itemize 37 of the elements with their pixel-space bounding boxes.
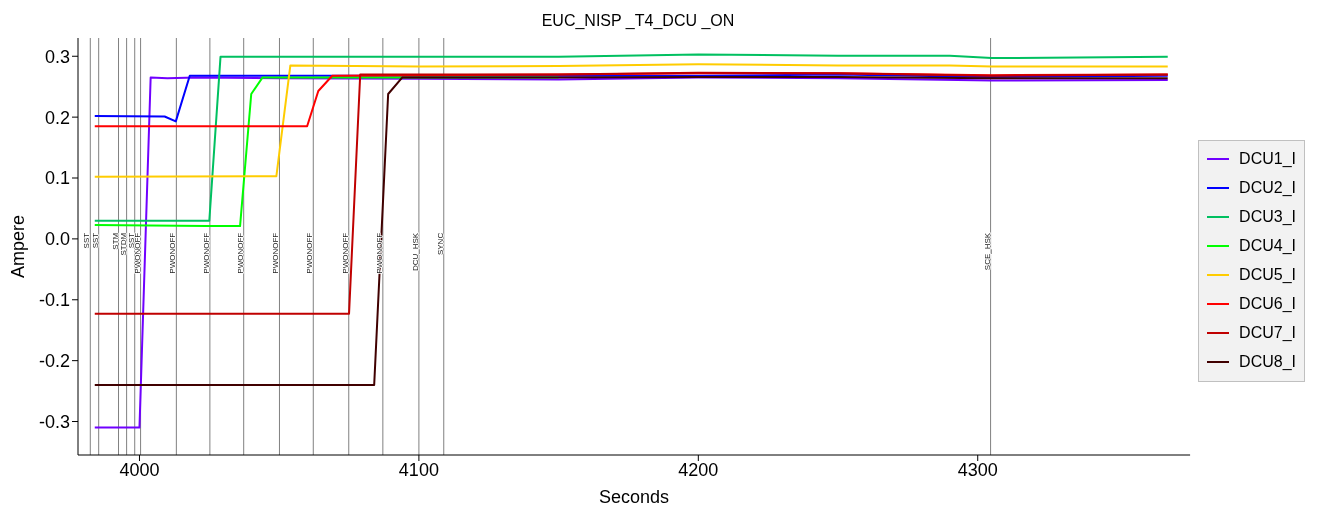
x-tick-label: 4100 — [398, 459, 439, 480]
y-tick-label: -0.2 — [38, 351, 70, 372]
legend-label: DCU5_I — [1239, 266, 1296, 284]
y-tick-label: -0.1 — [38, 290, 70, 311]
legend-label: DCU6_I — [1239, 295, 1296, 313]
ref-line-label: SYNC — [435, 232, 445, 256]
chart-title: EUC_NISP _T4_DCU _ON — [541, 12, 735, 30]
ref-line-label: PWONOFF — [305, 232, 315, 274]
y-tick-label: 0.0 — [44, 229, 70, 250]
legend-label: DCU1_I — [1239, 150, 1296, 168]
ref-line-label: SST — [82, 232, 92, 249]
ref-line-label: SST — [90, 232, 100, 249]
ref-line-label: PWONOFF — [168, 232, 178, 274]
ref-line-label: PWONOFF — [340, 232, 350, 274]
ref-line-label: SST — [126, 232, 136, 249]
ref-line-label: STM — [110, 232, 120, 250]
x-tick-label: 4200 — [678, 459, 719, 480]
ref-line-label: PWONOFF — [374, 232, 384, 274]
ref-line-label: PWONOFF — [201, 232, 211, 274]
ref-line-label: PWONOFF — [271, 232, 281, 274]
legend-label: DCU3_I — [1239, 208, 1296, 226]
legend-label: DCU8_I — [1239, 353, 1296, 371]
y-tick-label: 0.3 — [44, 46, 70, 67]
y-tick-label: 0.2 — [44, 107, 70, 128]
x-axis-title: Seconds — [599, 487, 670, 507]
legend-label: DCU4_I — [1239, 237, 1296, 255]
ref-line-label: STDM — [118, 232, 128, 256]
ref-line-label: PWONOFF — [235, 232, 245, 274]
x-tick-label: 4300 — [957, 459, 998, 480]
legend-label: DCU7_I — [1239, 324, 1296, 342]
ref-line-label: SCE_HSK — [982, 232, 992, 271]
x-tick-label: 4000 — [119, 459, 160, 480]
legend-label: DCU2_I — [1239, 179, 1296, 197]
y-axis-title: Ampere — [8, 214, 29, 279]
y-tick-label: 0.1 — [44, 168, 70, 189]
y-tick-label: -0.3 — [38, 411, 70, 432]
ref-line-label: DCU_HSK — [410, 232, 420, 272]
